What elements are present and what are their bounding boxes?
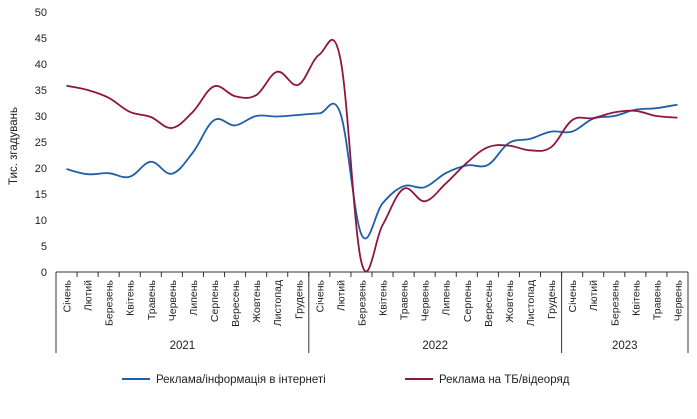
x-tick-label: Травень [146,279,158,320]
x-tick-label: Жовтень [251,279,263,322]
y-tick-label: 50 [35,7,47,19]
x-tick-label: Квітень [125,279,137,315]
x-tick-label: Серпень [462,279,474,322]
x-axis: Січень Лютий Березень Квітень Травень Червень… [55,271,689,353]
x-tick-label: Листопад [525,280,537,326]
x-tick-label: Грудень [293,279,305,318]
x-tick-label: Квітень [630,279,642,315]
x-tick-label: Липень [441,279,453,315]
y-tick-label: 25 [35,137,47,149]
year-label: 2021 [170,340,196,352]
series-lines [66,39,678,273]
x-tick-label: Червень [672,279,684,321]
legend: Реклама/інформація в інтернеті Реклама на… [122,374,570,386]
x-tick-label: Травень [651,279,663,320]
legend-label-2: Реклама на ТБ/відеоряд [439,374,570,386]
x-tick-label: Вересень [230,279,242,326]
x-tick-label: Березень [104,279,116,326]
x-tick-label: Березень [609,279,621,326]
x-tick-label: Жовтень [504,279,516,322]
y-tick-label: 20 [35,163,47,175]
y-tick-label: 45 [35,33,47,45]
series-line-1 [66,102,678,240]
y-tick-label: 40 [35,59,47,71]
x-tick-label: Червень [167,279,179,321]
y-tick-label: 35 [35,85,47,97]
x-tick-label: Лютий [588,280,600,311]
x-tick-label: Липень [188,279,200,315]
legend-label-1: Реклама/інформація в інтернеті [156,374,326,386]
y-tick-label: 30 [35,111,47,123]
x-tick-label: Квітень [378,279,390,315]
x-tick-label: Березень [356,279,368,326]
y-tick-label: 5 [41,241,47,253]
y-tick-label: 15 [35,189,47,201]
y-axis: 0 5 10 15 20 25 30 35 40 45 50 [35,7,47,279]
x-tick-label: Січень [567,279,579,312]
y-tick-label: 10 [35,215,47,227]
x-tick-label: Серпень [209,279,221,322]
year-label: 2023 [612,340,638,352]
x-tick-label: Листопад [272,280,284,326]
x-tick-label: Грудень [546,279,558,318]
x-tick-label: Вересень [483,279,495,326]
x-tick-label: Лютий [335,280,347,311]
x-tick-label: Червень [420,279,432,321]
x-tick-label: Лютий [83,280,95,311]
series-line-2 [66,39,678,273]
year-label: 2022 [422,340,448,352]
x-tick-label: Січень [62,279,74,312]
y-axis-label: Тис. згадувань [8,107,20,185]
x-tick-label: Січень [314,279,326,312]
x-tick-label: Травень [399,279,411,320]
y-tick-label: 0 [41,267,47,279]
